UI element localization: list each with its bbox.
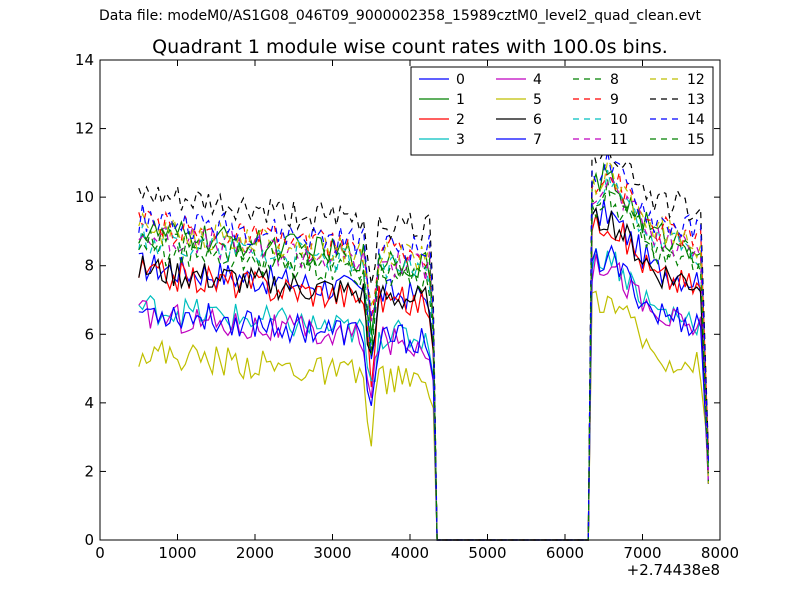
legend-label-10: 10 xyxy=(610,112,628,128)
x-tick-label: 2000 xyxy=(236,544,274,562)
series-line-8 xyxy=(138,179,709,541)
series-line-0 xyxy=(138,199,709,541)
y-tick-label: 2 xyxy=(84,462,94,480)
x-tick-label: 7000 xyxy=(623,544,661,562)
legend-label-7: 7 xyxy=(533,132,542,148)
legend-label-13: 13 xyxy=(687,92,705,108)
legend-label-8: 8 xyxy=(610,72,619,88)
x-tick-label: 8000 xyxy=(701,544,739,562)
legend-label-11: 11 xyxy=(610,132,628,148)
chart-title: Quadrant 1 module wise count rates with … xyxy=(152,36,668,58)
legend-label-15: 15 xyxy=(687,132,705,148)
x-tick-label: 1000 xyxy=(158,544,196,562)
series-line-7 xyxy=(138,244,709,541)
series-line-6 xyxy=(138,206,709,541)
series-layer xyxy=(138,144,709,541)
y-tick-label: 14 xyxy=(75,51,94,69)
series-line-11 xyxy=(138,177,709,541)
x-tick-label: 0 xyxy=(95,544,105,562)
legend-label-6: 6 xyxy=(533,112,542,128)
series-line-14 xyxy=(138,151,709,541)
y-tick-label: 10 xyxy=(75,188,94,206)
x-tick-label: 6000 xyxy=(546,544,584,562)
x-axis-offset-label: +2.74438e8 xyxy=(626,561,720,579)
series-line-12 xyxy=(138,159,709,541)
series-line-13 xyxy=(138,144,709,541)
legend-label-0: 0 xyxy=(456,72,465,88)
legend-label-1: 1 xyxy=(456,92,465,108)
y-tick-label: 0 xyxy=(84,531,94,549)
series-line-3 xyxy=(138,247,709,541)
x-tick-label: 5000 xyxy=(468,544,506,562)
y-tick-label: 4 xyxy=(84,394,94,412)
series-line-5 xyxy=(138,290,709,541)
legend-label-2: 2 xyxy=(456,112,465,128)
legend-label-4: 4 xyxy=(533,72,542,88)
legend-label-3: 3 xyxy=(456,132,465,148)
legend-label-14: 14 xyxy=(687,112,705,128)
ticks-layer: 0 1000 2000 3000 4000 5000 6000 7000 80000246810… xyxy=(75,51,739,562)
figure-suptitle: Data file: modeM0/AS1G08_046T09_90000023… xyxy=(99,8,701,24)
x-tick-label: 4000 xyxy=(391,544,429,562)
legend-label-9: 9 xyxy=(610,92,619,108)
y-tick-label: 6 xyxy=(84,325,94,343)
legend-label-5: 5 xyxy=(533,92,542,108)
y-tick-label: 8 xyxy=(84,257,94,275)
y-tick-label: 12 xyxy=(75,120,94,138)
legend-box xyxy=(410,66,714,156)
x-tick-label: 3000 xyxy=(313,544,351,562)
series-line-15 xyxy=(138,190,709,541)
legend-label-12: 12 xyxy=(687,72,705,88)
